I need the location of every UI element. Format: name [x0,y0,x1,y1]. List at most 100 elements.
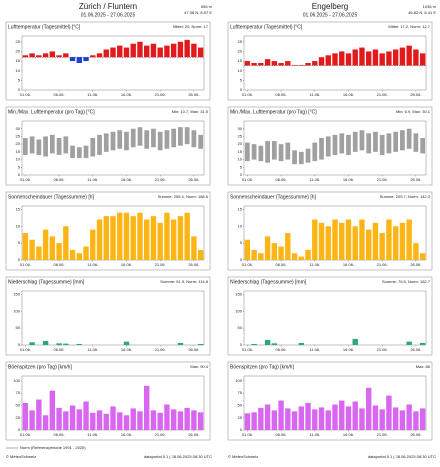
range-bar [49,134,55,154]
bar [392,407,399,430]
bar [406,341,412,345]
y-tick-label: 5 [18,164,21,169]
range-bar [406,128,412,149]
bar [305,249,311,260]
bar [110,216,116,260]
x-tick-label: 21.06. [155,177,166,182]
bar [29,239,35,260]
bar [339,400,345,430]
bar [170,409,177,430]
bar [258,407,264,430]
x-tick-label: 11.06. [309,177,320,182]
range-bar [258,145,264,162]
x-tick-label: 01.06. [20,177,31,182]
x-tick-label: 01.06. [20,262,31,267]
x-tick-label: 16.06. [121,92,132,97]
range-bar [325,136,331,157]
bar [291,64,298,66]
range-bar [178,127,183,146]
bar [359,219,365,260]
y-tick-label: 150 [235,291,242,296]
range-bar [265,141,270,163]
range-bar [198,134,203,149]
range-bar [366,133,372,154]
x-tick-label: 11.06. [87,92,98,97]
x-tick-label: 11.06. [309,262,320,267]
range-bar [292,150,297,165]
bar [96,53,103,58]
x-tick-label: 06.06. [54,262,65,267]
bar [251,249,257,260]
bar [103,216,109,260]
bar [36,399,42,430]
bar [69,405,76,430]
bar [379,53,385,66]
bar [123,212,130,260]
bar [312,219,318,260]
x-tick-label: 16.06. [343,92,354,97]
bar [386,395,392,430]
y-tick-label: 0 [240,172,243,177]
bar [372,222,379,260]
range-bar [164,130,170,149]
x-tick-label: 01.06. [242,177,253,182]
bar [359,408,365,430]
plot-area [243,35,427,91]
bar [332,53,338,66]
x-tick-label: 21.06. [155,92,166,97]
bar [298,406,304,430]
bar [278,63,284,66]
y-tick-label: 10 [16,157,21,162]
panel-title: Min./Max. Lufttemperatur (pro Tag) [°C] [8,109,95,115]
panel-frame [5,361,211,441]
range-bar [63,136,69,154]
range-bar [184,127,190,145]
coords: 47.38 N, 8.57 E [184,10,212,15]
bar [117,412,123,430]
bar [244,413,251,430]
bar [144,385,150,430]
bar [406,219,412,260]
panel-stats: Mittel: 17.2, Norm: 12.7 [388,24,430,29]
x-tick-label: 21.06. [155,432,166,437]
bar [372,49,379,66]
y-tick-label: 25 [16,39,21,44]
x-tick-label: 16.06. [343,177,354,182]
footer-left: © MeteoSchweiz [228,454,258,459]
bar [150,216,157,260]
x-tick-label: 06.06. [54,92,65,97]
bar [372,405,379,430]
panel-frame [227,21,433,101]
x-tick-label: 16.06. [121,347,132,352]
y-tick-label: 25 [238,133,243,138]
range-bar [151,128,156,148]
bar [345,406,352,430]
bar [177,342,184,345]
bar [42,229,49,260]
x-tick-label: 11.06. [87,262,98,267]
bar [170,219,177,260]
bar [191,236,197,260]
panel-stats: Summe: 51.9, Norm: 114.8 [160,279,209,284]
bar [352,49,358,66]
bar [170,43,177,58]
bar [103,413,109,430]
bar [56,343,62,345]
bar [177,411,184,430]
bar [123,47,130,58]
y-tick-label: 15 [16,149,21,154]
y-tick-label: 5 [18,240,21,245]
y-tick-label: 100 [13,308,20,313]
range-bar [171,128,177,148]
bar [157,222,163,260]
bar [117,45,123,58]
range-bar [157,131,163,151]
bar [298,256,304,260]
x-tick-label: 26.06. [188,347,199,352]
bar [29,342,35,345]
y-tick-label: 5 [18,77,21,82]
bar [264,339,271,345]
panel-frame [5,21,211,101]
bar [83,401,89,430]
